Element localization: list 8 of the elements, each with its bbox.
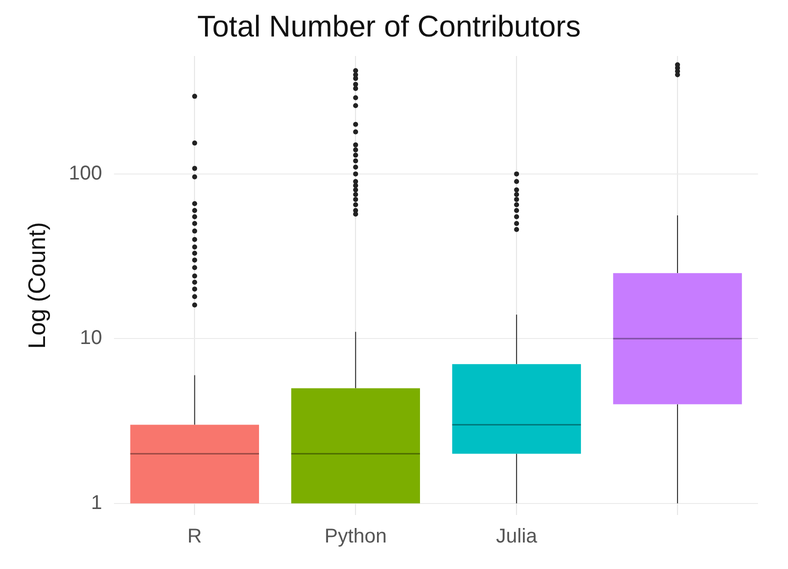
x-tick-label: Python bbox=[324, 526, 387, 548]
chart-title: Total Number of Contributors bbox=[197, 10, 581, 44]
y-axis-title: Log (Count) bbox=[24, 222, 52, 349]
x-tick-label: R bbox=[187, 526, 202, 548]
y-tick-label: 1 bbox=[91, 492, 102, 514]
y-tick-label: 10 bbox=[80, 327, 102, 350]
x-tick-label: Julia bbox=[496, 526, 538, 548]
y-tick-label: 100 bbox=[68, 162, 102, 184]
